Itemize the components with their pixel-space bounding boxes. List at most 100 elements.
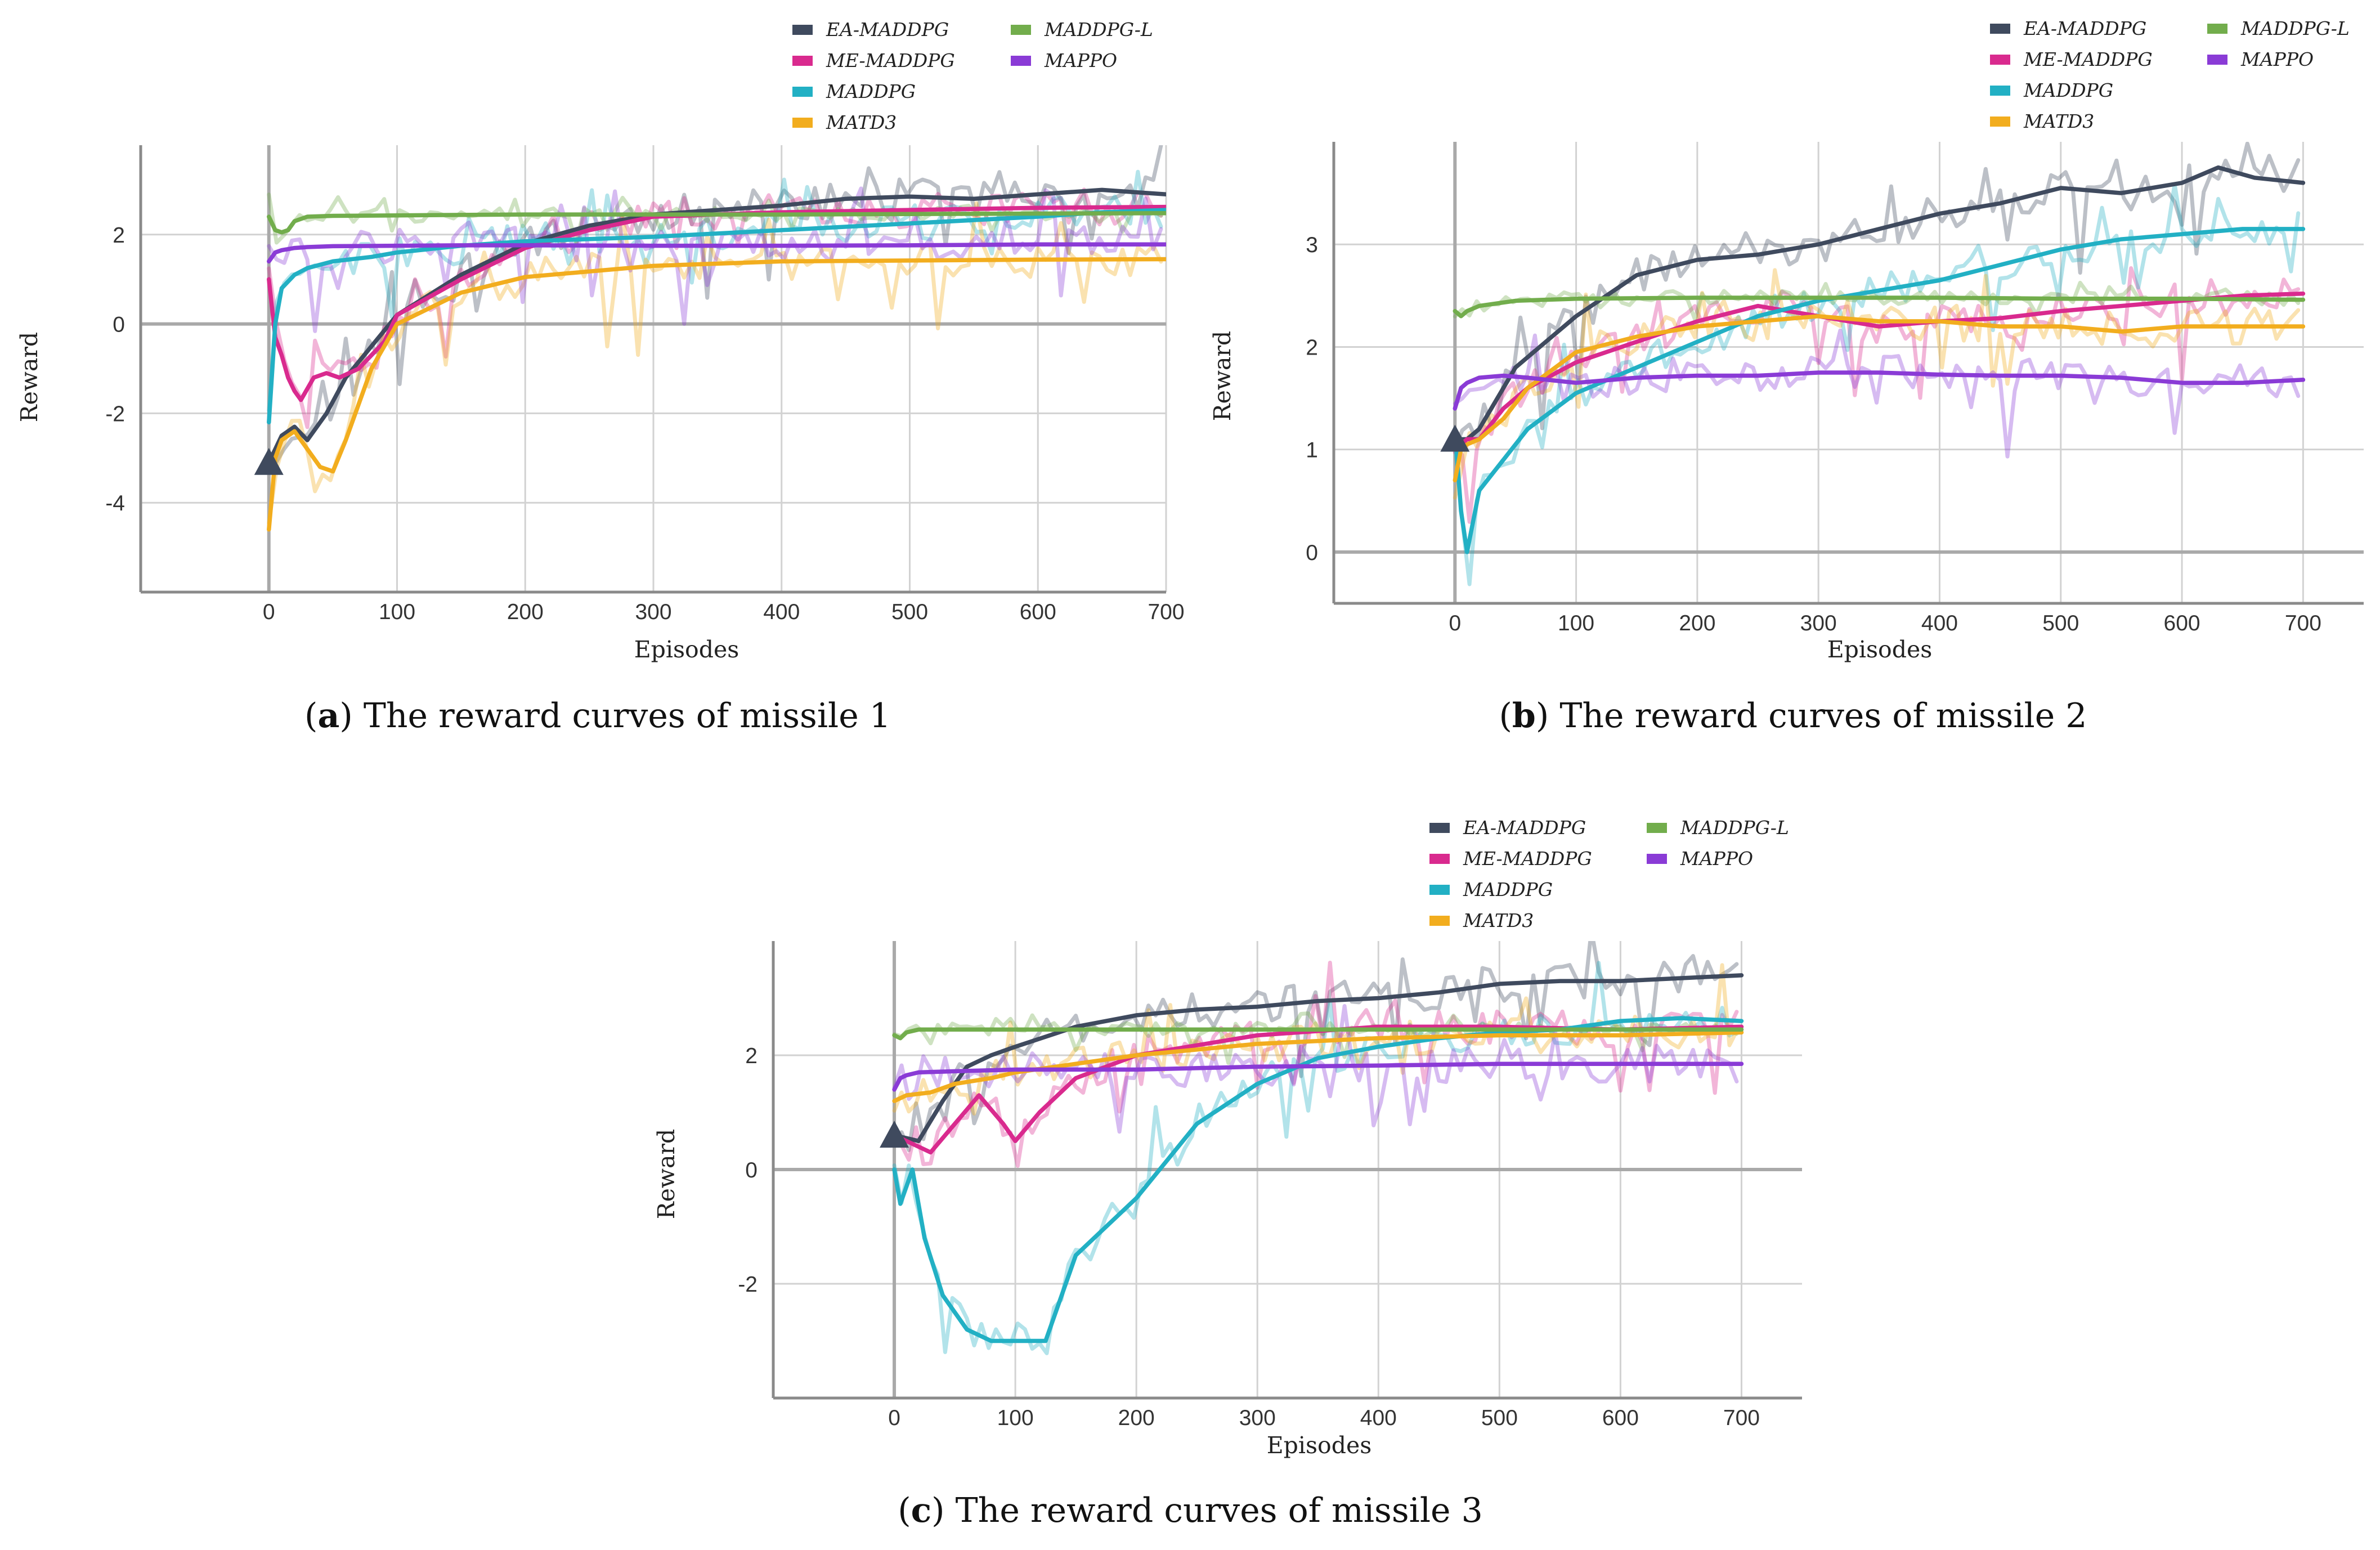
legend-label-mappo: MAPPO (1680, 848, 1753, 870)
series-matd3 (267, 257, 1166, 532)
y-tick-label: 1 (1306, 438, 1318, 463)
smooth-curves-b (1453, 165, 2306, 554)
zero-axes-c (773, 941, 1802, 1398)
x-tick-label: 100 (1558, 611, 1594, 635)
legend-label-me-maddpg: ME-MADDPG (1463, 848, 1592, 870)
x-tick-label: 400 (1921, 611, 1958, 635)
frame-a (139, 145, 1166, 594)
raw-series-matd3 (267, 201, 1163, 525)
start-marker-triangle (880, 1121, 909, 1148)
y-axis-label-c: Reward (653, 1129, 680, 1220)
caption-a-letter: a (317, 696, 339, 736)
smooth-curves-a (267, 187, 1166, 532)
legend-label-maddpg-l: MADDPG-L (1044, 19, 1153, 41)
legend-label-me-maddpg: ME-MADDPG (826, 50, 955, 71)
caption-a: (a) The reward curves of missile 1 (304, 696, 891, 736)
y-tick-label: -2 (738, 1273, 758, 1297)
legend-label-maddpg-l: MADDPG-L (1680, 817, 1789, 839)
series-maddpg (1453, 227, 2306, 554)
series-ea-maddpg (1453, 165, 2306, 442)
x-tick-label: 0 (1449, 611, 1461, 635)
start-marker-b (1440, 424, 1470, 452)
y-tick-label: -2 (105, 402, 125, 426)
legend-label-maddpg: MADDPG (826, 80, 916, 102)
legend-b: EA-MADDPG ME-MADDPG MADDPG MATD3 MADDPG-… (1990, 17, 2350, 132)
legend-swatch-maddpg (1990, 86, 2010, 96)
panel-c: EA-MADDPG ME-MADDPG MADDPG MATD3 MADDPG-… (653, 817, 1802, 1530)
legend-label-maddpg: MADDPG (2023, 79, 2113, 101)
x-tick-label: 700 (1723, 1406, 1760, 1430)
panel-a: EA-MADDPG ME-MADDPG MADDPG MATD3 MADDPG-… (16, 19, 1185, 736)
raw-curves-a (267, 145, 1163, 525)
start-marker-triangle (254, 447, 284, 475)
legend-swatch-matd3 (1990, 117, 2010, 127)
x-tick-labels-b: 0 100 200 300 400 500 600 700 (1449, 611, 2321, 635)
zero-axes-b (1334, 142, 2364, 603)
frame-c (772, 941, 1802, 1400)
caption-a-text: The reward curves of missile 1 (364, 696, 891, 736)
raw-series-ea-maddpg (1453, 142, 2301, 451)
caption-c: (c) The reward curves of missile 3 (898, 1491, 1483, 1530)
series-matd3 (892, 1030, 1744, 1103)
legend-c: EA-MADDPG ME-MADDPG MADDPG MATD3 MADDPG-… (1429, 817, 1789, 931)
series-maddpg-l (267, 210, 1166, 235)
x-axis-label-b: Episodes (1827, 636, 1933, 663)
legend-label-ea-maddpg: EA-MADDPG (2023, 17, 2146, 39)
y-tick-labels-b: 0 1 2 3 (1306, 233, 1318, 565)
legend-label-mappo: MAPPO (2240, 48, 2314, 70)
start-marker-triangle (1440, 424, 1470, 452)
x-tick-label: 500 (891, 600, 928, 624)
x-tick-label: 100 (997, 1406, 1034, 1430)
x-tick-label: 500 (2042, 611, 2079, 635)
start-marker-c (880, 1121, 909, 1148)
y-tick-label: 0 (745, 1158, 758, 1182)
legend-swatch-mappo (1011, 56, 1031, 66)
legend-swatch-maddpg-l (1011, 25, 1031, 35)
legend-label-matd3: MATD3 (826, 111, 897, 133)
y-tick-labels-a: -4 -2 0 2 (105, 223, 125, 516)
y-tick-label: 2 (1306, 335, 1318, 360)
y-axis-label-b: Reward (1209, 331, 1236, 422)
x-tick-label: 700 (1148, 600, 1184, 624)
legend-swatch-ea-maddpg (1990, 24, 2010, 34)
y-axis-label-a: Reward (16, 332, 43, 423)
x-tick-label: 500 (1481, 1406, 1518, 1430)
x-tick-label: 600 (2164, 611, 2200, 635)
x-axis-label-c: Episodes (1267, 1432, 1372, 1459)
panel-b: EA-MADDPG ME-MADDPG MADDPG MATD3 MADDPG-… (1209, 17, 2364, 736)
x-tick-label: 200 (1679, 611, 1715, 635)
y-tick-labels-c: -2 0 2 (738, 1044, 758, 1297)
raw-curves-b (1453, 142, 2301, 586)
legend-swatch-matd3 (1429, 916, 1450, 926)
x-tick-labels-c: 0 100 200 300 400 500 600 700 (888, 1406, 1760, 1430)
caption-b-letter: b (1512, 696, 1536, 736)
x-axis-label-a: Episodes (634, 636, 739, 663)
x-tick-label: 600 (1020, 600, 1056, 624)
series-mappo (267, 242, 1166, 264)
x-tick-label: 100 (379, 600, 415, 624)
legend-label-matd3: MATD3 (2023, 110, 2094, 132)
legend-swatch-me-maddpg (792, 56, 813, 66)
series-mappo (892, 1061, 1744, 1092)
x-tick-label: 300 (1800, 611, 1837, 635)
y-tick-label: 2 (113, 223, 125, 248)
x-tick-label: 600 (1602, 1406, 1639, 1430)
x-tick-label: 700 (2285, 611, 2321, 635)
legend-swatch-ea-maddpg (1429, 823, 1450, 833)
x-tick-label: 200 (507, 600, 544, 624)
x-tick-label: 0 (263, 600, 275, 624)
legend-swatch-matd3 (792, 118, 813, 128)
x-tick-labels-a: 0 100 200 300 400 500 600 700 (263, 600, 1185, 624)
raw-series-ea-maddpg (267, 145, 1163, 474)
y-tick-label: 2 (745, 1044, 758, 1068)
caption-b-text: The reward curves of missile 2 (1559, 696, 2087, 736)
legend-swatch-me-maddpg (1990, 55, 2010, 65)
x-tick-label: 400 (763, 600, 800, 624)
x-tick-label: 0 (888, 1406, 900, 1430)
y-tick-label: 0 (113, 313, 125, 337)
series-matd3 (1453, 314, 2306, 483)
series-mappo (1453, 370, 2306, 411)
legend-swatch-ea-maddpg (792, 25, 813, 35)
y-tick-label: 3 (1306, 233, 1318, 257)
